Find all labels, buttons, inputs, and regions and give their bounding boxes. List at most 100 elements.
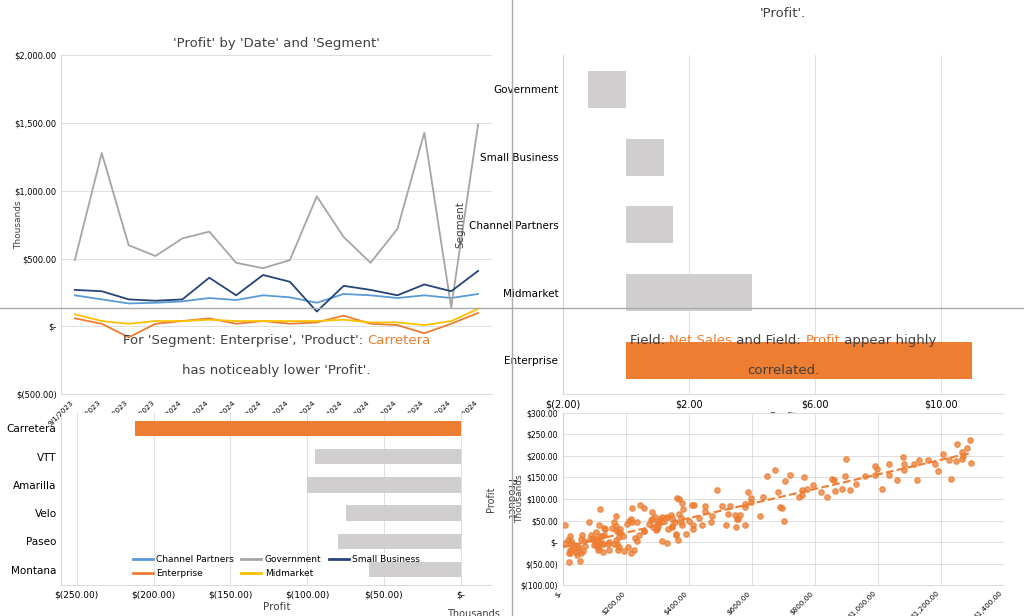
Point (663, 510, 679, 520)
Enterprise (365, 320, 377, 328)
Point (649, 524, 666, 533)
Point (624, 548, 640, 558)
Channel Partners (123, 300, 135, 307)
Channel Partners (445, 294, 458, 302)
Bar (589, 71, 626, 108)
Point (650, 522, 667, 532)
Point (573, 548, 590, 557)
Point (740, 487, 757, 497)
Point (722, 501, 738, 511)
Channel Partners (150, 299, 162, 306)
Point (825, 475, 842, 485)
Point (684, 500, 700, 510)
Point (610, 542, 627, 552)
Point (752, 511, 768, 521)
Midmarket (150, 317, 162, 325)
Point (669, 493, 685, 503)
Point (569, 543, 586, 553)
Midmarket (257, 317, 269, 325)
Point (562, 531, 579, 541)
Point (812, 487, 828, 497)
Point (826, 487, 843, 496)
Point (673, 513, 689, 523)
Point (842, 485, 858, 495)
Point (730, 514, 746, 524)
Point (736, 520, 753, 530)
Government (338, 233, 350, 241)
Point (794, 490, 810, 500)
Point (668, 530, 684, 540)
Enterprise (95, 320, 108, 328)
Channel Partners (365, 291, 377, 299)
Point (794, 485, 810, 495)
Point (561, 548, 578, 558)
Point (649, 516, 666, 526)
Point (720, 509, 736, 519)
Point (838, 471, 854, 481)
Channel Partners (472, 290, 484, 298)
Point (857, 472, 873, 482)
Point (575, 546, 592, 556)
Point (867, 470, 884, 480)
Small Business (445, 288, 458, 295)
Line: Government: Government (75, 124, 478, 307)
Enterprise (445, 320, 458, 328)
Point (773, 503, 790, 513)
Midmarket (176, 317, 188, 325)
Government (203, 228, 215, 235)
Point (796, 472, 812, 482)
Point (609, 527, 626, 537)
Channel Partners (69, 291, 81, 299)
Point (777, 476, 794, 485)
Channel Partners (391, 294, 403, 302)
Point (703, 517, 720, 527)
Point (658, 538, 675, 548)
Point (935, 450, 951, 460)
Point (954, 447, 971, 456)
Text: Profit: Profit (805, 334, 841, 347)
Point (641, 519, 657, 529)
Government (150, 253, 162, 260)
Text: Thousands: Thousands (14, 201, 23, 249)
Bar (369, 562, 461, 577)
Point (591, 538, 607, 548)
Point (562, 539, 579, 549)
Point (772, 502, 788, 512)
Point (671, 494, 687, 504)
Point (636, 503, 652, 513)
Point (678, 530, 694, 540)
Point (718, 520, 734, 530)
Point (729, 514, 745, 524)
Point (578, 541, 594, 551)
Point (776, 516, 793, 525)
Midmarket (472, 305, 484, 312)
Text: For 'Segment: Enterprise', 'Product':: For 'Segment: Enterprise', 'Product': (123, 334, 367, 347)
Title: 'Profit' by 'Date' and 'Segment': 'Profit' by 'Date' and 'Segment' (173, 37, 380, 50)
Government (123, 241, 135, 249)
Small Business (95, 288, 108, 295)
Point (767, 465, 783, 475)
Point (595, 547, 611, 557)
Point (563, 545, 580, 555)
Small Business (338, 282, 350, 290)
Point (671, 509, 687, 519)
Point (618, 519, 635, 529)
Point (673, 517, 689, 527)
Small Business (69, 286, 81, 294)
Enterprise (338, 312, 350, 319)
Point (674, 520, 690, 530)
Point (805, 480, 821, 490)
Point (824, 474, 841, 484)
Point (896, 460, 912, 469)
Point (652, 514, 669, 524)
Point (563, 537, 580, 546)
Government (95, 149, 108, 156)
Point (696, 506, 713, 516)
Government (176, 235, 188, 242)
Government (69, 256, 81, 264)
Point (609, 545, 626, 555)
Point (911, 455, 928, 464)
Text: appear highly: appear highly (841, 334, 937, 347)
Point (727, 522, 743, 532)
Point (612, 529, 629, 538)
